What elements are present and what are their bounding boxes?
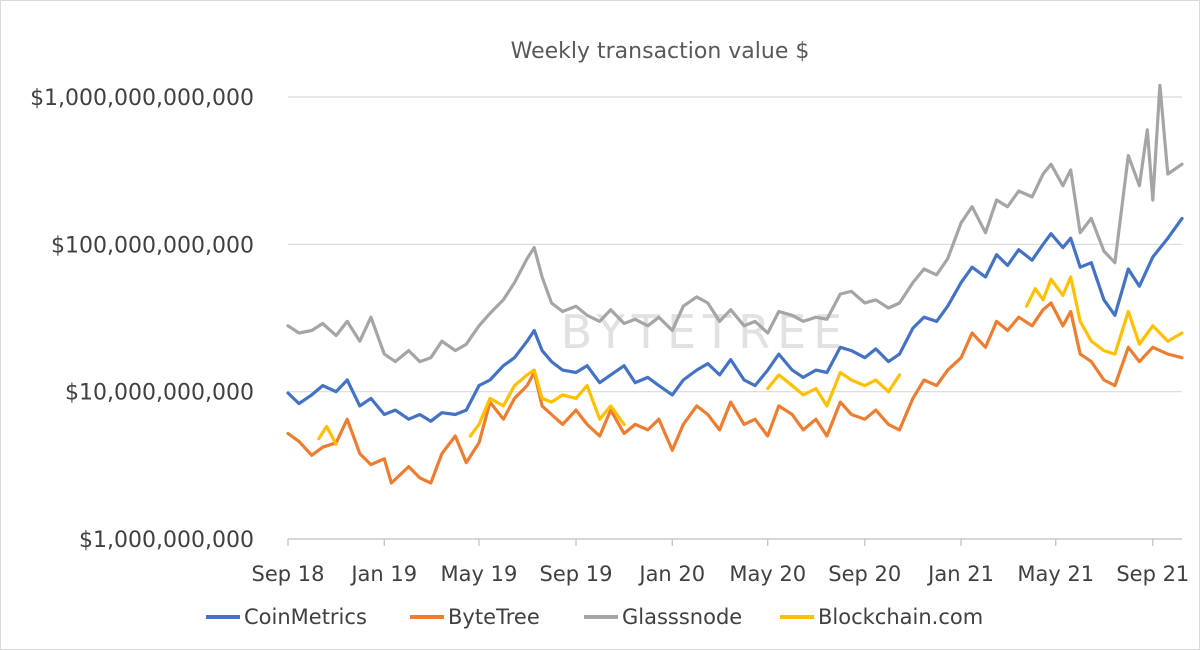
x-tick-label: Jan 19 xyxy=(349,562,417,586)
x-axis-ticks: Sep 18 Jan 19 May 19 Sep 19 Jan 20 May 20 Sep … xyxy=(252,539,1189,586)
x-tick-label: Sep 21 xyxy=(1116,562,1189,586)
y-tick-label: $10,000,000,000 xyxy=(65,381,254,406)
x-tick-label: Sep 18 xyxy=(252,562,325,586)
legend-label-blockchain-com: Blockchain.com xyxy=(818,605,983,629)
legend-label-coinmetrics: CoinMetrics xyxy=(244,605,367,629)
series-line-coinmetrics xyxy=(286,216,1184,423)
series-line-blockchain-com xyxy=(317,275,1184,446)
x-tick-label: Sep 20 xyxy=(828,562,901,586)
x-tick-label: Jan 20 xyxy=(637,562,705,586)
y-tick-label: $100,000,000,000 xyxy=(51,233,254,258)
y-tick-label: $1,000,000,000,000 xyxy=(30,86,254,111)
chart-title: Weekly transaction value $ xyxy=(511,39,810,64)
legend-label-bytetree: ByteTree xyxy=(448,605,540,629)
y-axis-ticks: $1,000,000,000 $10,000,000,000 $100,000,00… xyxy=(30,86,254,553)
legend: CoinMetrics ByteTree Glasssnode Blockchain.… xyxy=(206,605,983,629)
x-tick-label: May 20 xyxy=(729,562,806,586)
series-lines xyxy=(286,83,1184,485)
bytetree-watermark: BYTETREE xyxy=(561,305,850,359)
x-tick-label: May 19 xyxy=(441,562,518,586)
x-tick-label: Jan 21 xyxy=(926,562,994,586)
series-line-glasssnode xyxy=(286,83,1184,364)
grid-lines xyxy=(288,96,1182,393)
x-tick-label: Sep 19 xyxy=(540,562,613,586)
legend-label-glasssnode: Glasssnode xyxy=(622,605,742,629)
x-tick-label: May 21 xyxy=(1017,562,1094,586)
series-line-bytetree xyxy=(286,301,1184,485)
y-tick-label: $1,000,000,000 xyxy=(79,528,254,553)
